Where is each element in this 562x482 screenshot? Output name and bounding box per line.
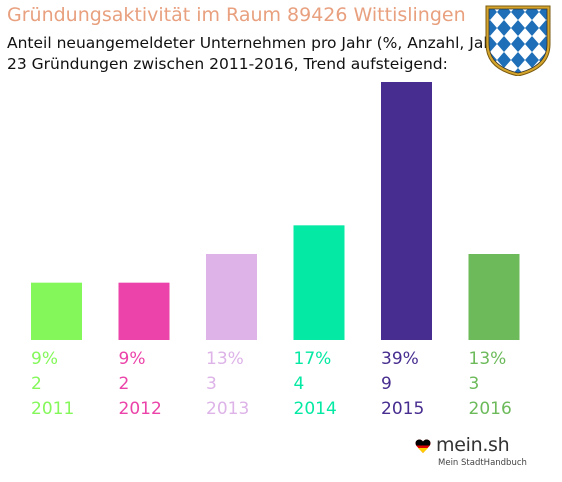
count-label-2016: 3: [469, 374, 480, 394]
bar-2012: [118, 282, 170, 340]
year-label-2012: 2012: [119, 399, 162, 419]
percent-label-2016: 13%: [469, 349, 507, 369]
mein-sh-logo: mein.sh Mein StadtHandbuch: [410, 434, 527, 474]
logo-tagline: Mein StadtHandbuch: [438, 458, 527, 468]
chart-subtitle: Anteil neuangemeldeter Unternehmen pro J…: [7, 33, 506, 75]
count-label-2015: 9: [381, 374, 392, 394]
subtitle-line-1: Anteil neuangemeldeter Unternehmen pro J…: [7, 34, 506, 52]
count-label-2013: 3: [206, 374, 217, 394]
bar-2016: [468, 254, 520, 340]
bar-2013: [206, 254, 257, 340]
bar-2015: [381, 82, 432, 340]
heart-flag-icon: [415, 439, 431, 453]
year-label-2011: 2011: [31, 399, 74, 419]
chart-title: Gründungsaktivität im Raum 89426 Wittisl…: [7, 4, 466, 26]
subtitle-line-2: 23 Gründungen zwischen 2011-2016, Trend …: [7, 55, 448, 73]
percent-label-2013: 13%: [206, 349, 244, 369]
percent-label-2015: 39%: [381, 349, 419, 369]
percent-label-2014: 17%: [294, 349, 332, 369]
count-label-2011: 2: [31, 374, 42, 394]
percent-label-2011: 9%: [31, 349, 58, 369]
year-label-2014: 2014: [294, 399, 337, 419]
percent-label-2012: 9%: [119, 349, 146, 369]
year-label-2016: 2016: [469, 399, 512, 419]
bar-2014: [293, 225, 345, 340]
year-label-2015: 2015: [381, 399, 424, 419]
bavaria-crest-icon: [485, 5, 551, 76]
count-label-2014: 4: [294, 374, 305, 394]
year-label-2013: 2013: [206, 399, 249, 419]
count-label-2012: 2: [119, 374, 130, 394]
bar-2011: [31, 282, 82, 340]
logo-name: mein.sh: [436, 434, 510, 456]
